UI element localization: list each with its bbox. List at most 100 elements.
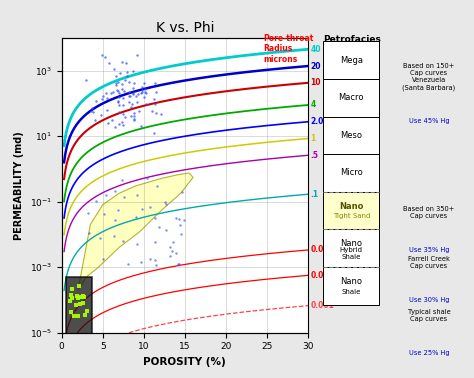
Point <box>74 313 82 319</box>
Point <box>135 91 142 97</box>
Point <box>115 79 122 85</box>
Point <box>68 286 76 292</box>
Text: Based on 150+
Cap curves
Venezuela
(Santa Barbara): Based on 150+ Cap curves Venezuela (Sant… <box>402 63 456 91</box>
Point <box>129 90 137 96</box>
Point <box>133 52 140 58</box>
Point <box>140 94 148 100</box>
Title: K vs. Phi: K vs. Phi <box>155 21 214 35</box>
Point <box>119 102 127 108</box>
Point <box>112 82 119 88</box>
Point <box>100 93 107 99</box>
Point <box>114 99 121 105</box>
Text: .5: .5 <box>310 151 319 160</box>
Point <box>111 188 119 194</box>
Point <box>110 233 118 239</box>
Bar <box>323 229 380 267</box>
Point <box>140 80 148 86</box>
Point <box>68 295 75 301</box>
Point <box>143 101 150 107</box>
Point <box>151 257 159 263</box>
Point <box>105 60 113 66</box>
Point <box>118 177 126 183</box>
Point <box>73 302 80 308</box>
Point <box>74 295 82 301</box>
Point <box>127 93 134 99</box>
Point <box>169 239 176 245</box>
X-axis label: POROSITY (%): POROSITY (%) <box>144 357 226 367</box>
Point <box>92 98 100 104</box>
Point <box>92 198 100 204</box>
Point <box>120 194 128 200</box>
Text: Nano: Nano <box>339 201 364 211</box>
Point <box>115 90 122 96</box>
Point <box>130 110 137 116</box>
Point <box>138 84 146 90</box>
Point <box>128 101 136 107</box>
Text: 1: 1 <box>310 134 316 143</box>
Text: Petrofacies: Petrofacies <box>323 35 381 44</box>
Polygon shape <box>78 173 193 290</box>
Text: Nano: Nano <box>340 277 362 286</box>
Point <box>132 214 139 220</box>
Point <box>114 208 121 214</box>
Point <box>103 107 111 113</box>
Point <box>151 101 159 107</box>
Point <box>135 107 143 113</box>
Point <box>119 122 127 128</box>
Point <box>150 130 158 136</box>
Text: Use 45% Hg: Use 45% Hg <box>409 118 449 124</box>
Text: Mega: Mega <box>340 56 363 65</box>
Point <box>125 79 133 85</box>
Bar <box>323 192 380 229</box>
Point <box>151 80 159 86</box>
Point <box>120 88 128 94</box>
Point <box>113 87 121 93</box>
Point <box>117 70 124 76</box>
Text: 0.0035: 0.0035 <box>310 271 339 280</box>
Point <box>77 294 85 300</box>
Point <box>142 86 149 92</box>
Point <box>96 235 104 241</box>
Point <box>137 123 145 129</box>
Text: 2.0: 2.0 <box>310 117 324 126</box>
Point <box>128 113 135 119</box>
Bar <box>66 277 92 336</box>
Point <box>138 87 146 93</box>
Point <box>119 238 127 244</box>
Point <box>168 248 175 254</box>
Point <box>109 118 116 124</box>
Point <box>76 301 83 307</box>
Text: Montney from
Farrel Creek: Montney from Farrel Creek <box>0 377 1 378</box>
Point <box>142 90 150 96</box>
Point <box>67 293 74 299</box>
Point <box>115 109 123 115</box>
Point <box>79 300 87 306</box>
Point <box>174 261 182 267</box>
Point <box>137 90 145 96</box>
Point <box>139 206 146 212</box>
Point <box>146 256 154 262</box>
Point <box>89 109 97 115</box>
Point <box>148 108 155 114</box>
Point <box>113 73 120 79</box>
Point <box>88 105 96 111</box>
Point <box>102 90 109 96</box>
Point <box>83 308 91 314</box>
Text: Tight Sand: Tight Sand <box>333 213 370 219</box>
Point <box>71 313 78 319</box>
Point <box>100 211 108 217</box>
Point <box>177 231 185 237</box>
Point <box>97 112 104 118</box>
Point <box>107 90 115 96</box>
Point <box>111 124 119 130</box>
Point <box>115 102 123 108</box>
Point <box>173 250 180 256</box>
Point <box>111 217 119 223</box>
Text: 10: 10 <box>310 78 321 87</box>
Point <box>104 121 112 127</box>
Point <box>130 113 137 119</box>
Point <box>129 68 137 74</box>
Point <box>130 116 137 122</box>
Point <box>118 81 126 87</box>
Point <box>134 192 141 198</box>
